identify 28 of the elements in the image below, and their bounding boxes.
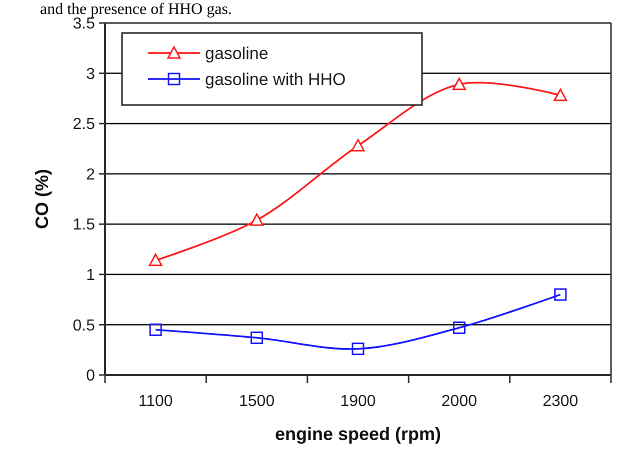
- x-axis-title: engine speed (rpm): [274, 424, 442, 444]
- x-tick-label: 1900: [340, 393, 376, 410]
- y-tick-label: 1: [86, 267, 96, 284]
- point: [148, 254, 162, 266]
- y-tick-label: 0.5: [72, 317, 96, 334]
- y-axis-title: CO (%): [32, 169, 52, 229]
- point: [352, 342, 364, 356]
- y-tick-label: 3.5: [72, 16, 96, 33]
- y-tick-label: 1.5: [72, 216, 96, 234]
- y-tick-label: 2: [86, 166, 96, 184]
- point: [149, 323, 162, 336]
- y-tick-label: 0: [86, 368, 96, 385]
- text: and the presence of HHO gas.: [40, 1, 232, 18]
- x-tick-label: 1100: [138, 393, 173, 410]
- point: [554, 88, 568, 102]
- point: [554, 288, 567, 301]
- x-tick-label: 2300: [542, 393, 578, 410]
- x-tick-label: 1500: [239, 393, 275, 410]
- x-tick-label: 2000: [441, 393, 478, 410]
- point: [452, 321, 466, 334]
- y-tick-label: 3: [86, 66, 96, 83]
- legend-label: gasoline: [205, 44, 268, 63]
- legend-label: gasoline with HHO: [205, 70, 346, 89]
- point: [250, 213, 264, 226]
- point: [452, 78, 466, 90]
- point: [250, 332, 264, 344]
- point: [351, 138, 365, 152]
- y-tick-label: 2.5: [72, 116, 96, 134]
